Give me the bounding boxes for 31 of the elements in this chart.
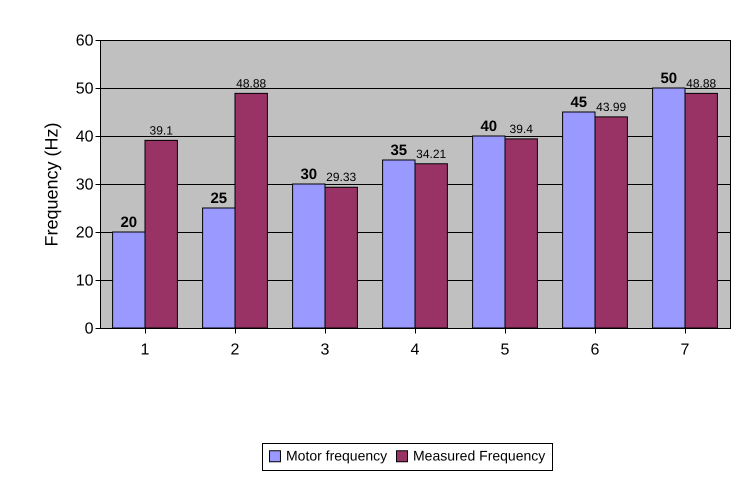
x-tick-label: 6 — [590, 342, 600, 358]
y-tick-label: 0 — [84, 320, 94, 338]
data-label: 34.21 — [416, 146, 447, 161]
x-tick-label: 3 — [320, 342, 330, 358]
data-label: 30 — [300, 166, 318, 183]
data-label: 39.4 — [510, 122, 534, 136]
data-label: 29.33 — [326, 170, 357, 184]
data-label: 45 — [570, 94, 588, 111]
y-tick-label: 40 — [76, 128, 94, 146]
x-tick-label: 2 — [230, 342, 240, 358]
data-label: 40 — [480, 118, 498, 135]
data-label: 48.88 — [686, 76, 717, 90]
data-label: 50 — [660, 70, 678, 87]
data-label: 25 — [210, 190, 228, 207]
data-label: 48.88 — [236, 76, 267, 90]
x-tick-label: 7 — [680, 342, 690, 358]
y-tick-label: 30 — [76, 176, 94, 194]
y-tick-label: 50 — [76, 80, 94, 98]
data-label: 35 — [390, 142, 408, 159]
legend-label: Motor frequency — [286, 447, 388, 464]
x-tick-label: 4 — [410, 342, 420, 358]
legend-label: Measured Frequency — [413, 447, 546, 464]
y-tick-label: 20 — [76, 224, 94, 242]
data-label: 20 — [120, 214, 138, 231]
y-tick-label: 60 — [76, 32, 94, 50]
data-label: 43.99 — [596, 100, 627, 114]
x-tick-label: 1 — [140, 342, 150, 358]
x-tick-label: 5 — [500, 342, 510, 358]
data-label: 39.1 — [150, 123, 174, 138]
y-tick-label: 10 — [76, 272, 94, 290]
y-axis-title: Frequency (Hz) — [42, 122, 62, 247]
